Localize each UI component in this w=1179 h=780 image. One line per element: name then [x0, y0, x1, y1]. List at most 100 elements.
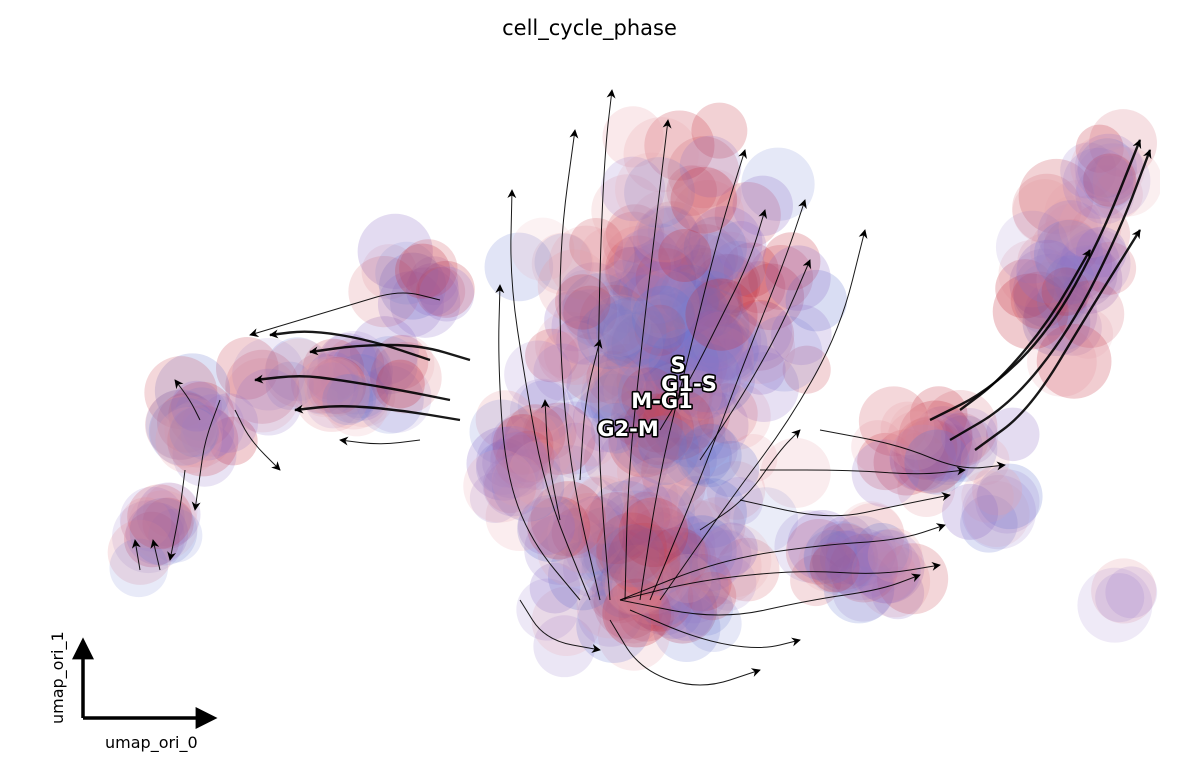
cell-point [673, 233, 736, 296]
cell-point [322, 374, 374, 426]
y-axis-label: umap_ori_1 [48, 631, 67, 724]
cell-point [627, 298, 695, 366]
x-axis-label: umap_ori_0 [105, 733, 198, 752]
cell-point [618, 540, 682, 603]
cell-point [544, 321, 608, 385]
cell-point [375, 241, 439, 305]
cell-point [619, 332, 688, 401]
cell-point [588, 480, 664, 557]
cell-point [525, 328, 579, 383]
cell-point [774, 510, 847, 583]
cell-point [819, 530, 874, 585]
phase-label-g2-m: G2-M [597, 417, 658, 441]
cell-point [538, 332, 590, 384]
cell-point [618, 286, 674, 342]
cell-point [112, 500, 185, 574]
cell-point [296, 365, 346, 415]
cell-point [585, 373, 641, 429]
cell-point [670, 379, 728, 437]
cell-point [691, 311, 749, 369]
cell-point [172, 422, 237, 487]
cell-point [395, 243, 451, 299]
cell-point [890, 432, 949, 492]
cell-point [900, 416, 958, 474]
cell-point [579, 284, 649, 355]
cell-point [672, 354, 737, 419]
cell-point [306, 351, 359, 404]
cell-point [615, 152, 689, 226]
streamline [150, 539, 161, 571]
cell-point [589, 571, 640, 622]
cell-point [679, 135, 742, 198]
cell-point [677, 580, 734, 636]
cell-point [476, 426, 549, 499]
cell-point [645, 383, 715, 453]
cell-point [629, 189, 702, 263]
cell-point [304, 371, 362, 429]
cell-point [129, 497, 198, 566]
cell-point [154, 353, 231, 429]
cell-point [600, 156, 666, 222]
cell-point [598, 427, 669, 499]
cell-point [572, 385, 640, 453]
cell-point [128, 490, 198, 561]
cell-point [681, 391, 749, 460]
cell-point [167, 405, 239, 477]
cell-point [785, 519, 852, 585]
cell-point [634, 304, 686, 356]
cell-point [491, 416, 541, 466]
cell-point [617, 274, 677, 333]
cell-point [320, 342, 392, 415]
cell-point [666, 365, 716, 416]
cell-point [630, 421, 685, 476]
cell-point [409, 256, 459, 306]
cell-point [491, 449, 565, 522]
cell-point [842, 532, 908, 597]
cell-point [576, 572, 643, 639]
cell-point [607, 522, 681, 596]
cell-point [577, 507, 630, 560]
cell-point [1046, 195, 1102, 251]
cell-point [107, 519, 173, 585]
cell-point [681, 329, 745, 392]
cell-point [658, 290, 715, 347]
cell-point [667, 136, 740, 209]
cell-point [676, 247, 734, 305]
streamline [699, 259, 811, 461]
cell-point [596, 297, 667, 368]
cell-point [290, 353, 352, 414]
cell-point [119, 486, 185, 552]
cell-point [583, 527, 640, 584]
cell-point [596, 301, 664, 369]
cell-point [647, 206, 698, 257]
cell-point [331, 363, 396, 428]
cell-point [701, 254, 761, 314]
cell-point [586, 350, 640, 404]
cell-point [640, 334, 700, 394]
cell-point [612, 264, 673, 324]
cell-point [825, 527, 898, 601]
cell-point [636, 201, 709, 273]
cell-point [639, 312, 707, 380]
cell-point [586, 295, 651, 360]
streamline [294, 404, 461, 422]
streamline [507, 189, 591, 601]
cell-point [762, 232, 821, 291]
cell-point [406, 263, 459, 316]
cell-point [785, 269, 848, 332]
cell-point [678, 423, 742, 488]
cell-point [733, 261, 786, 314]
cell-point [534, 233, 593, 292]
cell-point [630, 345, 679, 394]
streamline [167, 469, 186, 561]
cell-point [688, 206, 763, 281]
streamline [559, 129, 601, 601]
cell-point [603, 363, 657, 417]
cell-point [169, 407, 220, 458]
cell-point [1012, 179, 1077, 244]
cell-point [613, 228, 682, 297]
cell-point [198, 393, 259, 453]
cell-point [606, 476, 673, 543]
cell-point [1095, 573, 1145, 623]
cell-point [858, 545, 931, 618]
